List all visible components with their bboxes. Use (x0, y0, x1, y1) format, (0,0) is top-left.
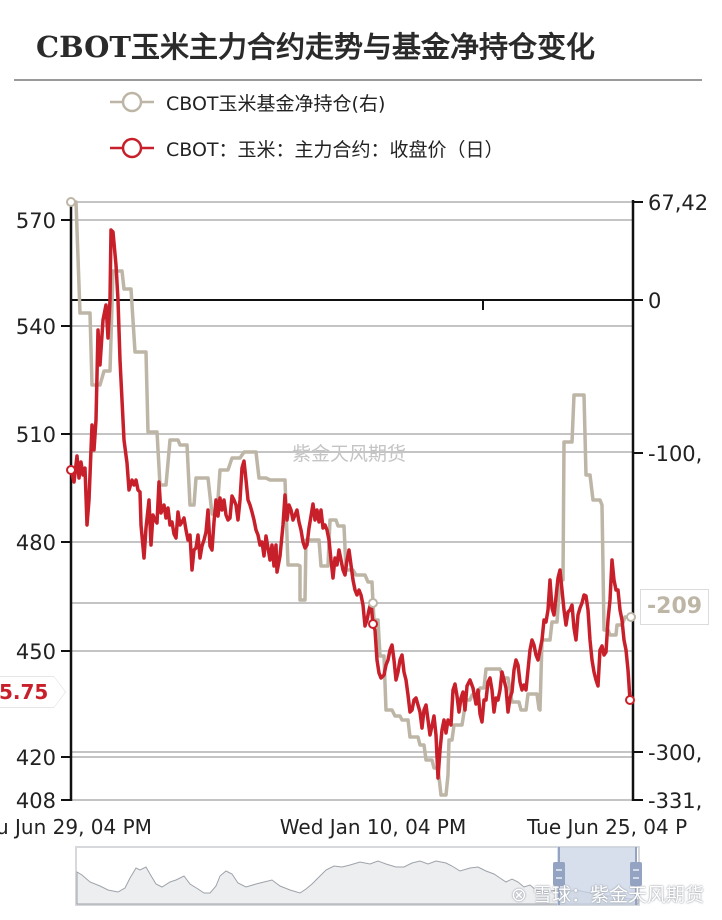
position-value-badge: -209 (640, 589, 710, 625)
minimap-handle-left (553, 862, 565, 886)
left-tick-label: 510 (16, 423, 56, 447)
left-tick-label: 420 (16, 746, 56, 770)
price-value-badge: 5.75 (0, 676, 67, 708)
legend-label: CBOT玉米基金净持仓(右) (166, 92, 386, 115)
right-tick-label: 67,42 (648, 191, 708, 215)
minimap-handle-right (630, 862, 642, 886)
series-end-marker (625, 695, 635, 705)
series-end-marker (626, 612, 636, 622)
legend-item-net-position[interactable]: CBOT玉米基金净持仓(右) (108, 87, 385, 117)
chart-watermark: 紫金天风期货 (292, 443, 406, 465)
right-tick-label: -100, (648, 442, 702, 466)
right-tick-label: -331, (648, 789, 702, 813)
left-tick-label: 570 (16, 209, 56, 233)
right-tick-label: 0 (648, 289, 661, 313)
minimap-area (76, 860, 639, 905)
gridlines (72, 201, 632, 801)
hover-marker (368, 619, 378, 629)
title-divider (14, 79, 702, 81)
legend-marker-circle-icon (110, 137, 154, 159)
series-close-price (69, 228, 632, 780)
x-tick-label: u Jun 29, 04 PM (0, 815, 152, 839)
left-tick-label: 450 (16, 640, 56, 664)
series-start-marker (66, 465, 76, 475)
legend-marker-circle-icon (110, 91, 154, 113)
chart-title: CBOT玉米主力合约走势与基金净持仓变化 (36, 30, 595, 64)
footer-watermark: ⊗ 雪球：紫金天风期货 (511, 884, 704, 906)
data-zoom-slider[interactable] (75, 846, 642, 906)
series-start-marker (66, 197, 76, 207)
x-tick-label: Wed Jan 10, 04 PM (280, 815, 466, 839)
x-tick-label: Tue Jun 25, 04 P (526, 815, 687, 839)
left-tick-label: 540 (16, 315, 56, 339)
legend-label: CBOT：玉米：主力合约：收盘价（日） (166, 138, 504, 161)
left-tick-label: 480 (16, 531, 56, 555)
minimap-selection (557, 847, 637, 905)
right-tick-label: -300, (648, 741, 702, 765)
legend-item-close-price[interactable]: CBOT：玉米：主力合约：收盘价（日） (108, 133, 504, 163)
snowball-logo-icon: ⊗ (511, 884, 527, 906)
left-tick-label: 408 (16, 789, 56, 813)
series-net-position (71, 200, 632, 797)
hover-marker (368, 598, 378, 608)
